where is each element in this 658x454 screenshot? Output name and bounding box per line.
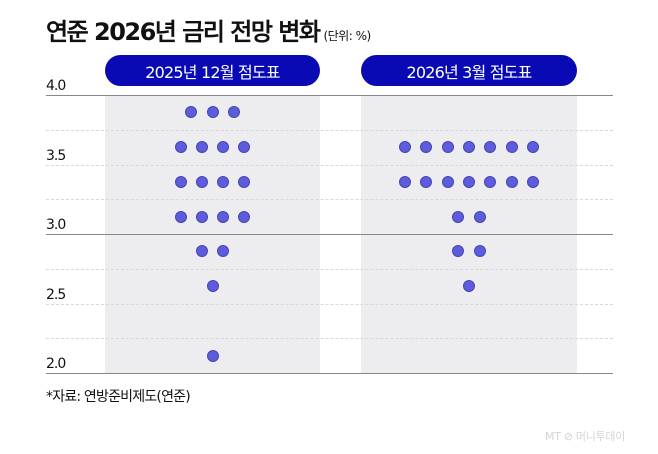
source-note: *자료: 연방준비제도(연준) (46, 389, 191, 405)
dot-marker (441, 141, 454, 154)
dot-marker (227, 106, 240, 119)
chart-title-text: 연준 2026년 금리 전망 변화 (46, 18, 321, 46)
dot-marker (452, 210, 465, 223)
dot-marker (217, 141, 230, 154)
dot-marker (399, 141, 412, 154)
dot-marker (206, 349, 219, 362)
gridline (46, 338, 613, 339)
dot-marker (195, 245, 208, 258)
dot-marker (473, 245, 486, 258)
axis-line-2-0 (46, 373, 613, 374)
axis-line-3-0 (46, 234, 613, 235)
axis-line-4-0 (46, 95, 613, 96)
dot-marker (238, 141, 251, 154)
dot-marker (217, 175, 230, 188)
dot-marker (463, 280, 475, 293)
dot-marker (195, 175, 208, 188)
dot-marker (473, 210, 486, 223)
dot-marker (463, 141, 475, 154)
y-label-3-5: 3.5 (46, 148, 66, 164)
dot-marker (452, 245, 465, 258)
dot-marker (526, 175, 539, 188)
dot-marker (505, 175, 518, 188)
gridline (46, 165, 613, 166)
dot-marker (238, 210, 251, 223)
gridline (46, 269, 613, 270)
dot-marker (174, 175, 187, 188)
dot-marker (174, 210, 187, 223)
y-label-2-5: 2.5 (46, 287, 66, 303)
dot-marker (185, 106, 198, 119)
gridline (46, 304, 613, 305)
unit-label: (단위: %) (323, 29, 371, 43)
publisher-logo: MT ⊘ 머니투데이 (545, 430, 626, 443)
dot-marker (420, 175, 433, 188)
dot-marker (217, 245, 230, 258)
dot-marker (420, 141, 433, 154)
y-label-3-0: 3.0 (46, 217, 66, 233)
dot-marker (399, 175, 412, 188)
dot-marker (484, 175, 497, 188)
dot-marker (174, 141, 187, 154)
y-label-2-0: 2.0 (46, 356, 66, 372)
dot-marker (505, 141, 518, 154)
dot-marker (195, 141, 208, 154)
dot-marker (195, 210, 208, 223)
panel-label-mar-2026: 2026년 3월 점도표 (361, 55, 577, 86)
chart-title: 연준 2026년 금리 전망 변화 (단위: %) (46, 12, 371, 47)
dot-marker (463, 175, 475, 188)
dot-marker (206, 106, 219, 119)
panel-label-dec-2025: 2025년 12월 점도표 (105, 55, 320, 86)
dot-marker (206, 280, 219, 293)
dot-marker (441, 175, 454, 188)
dot-marker (484, 141, 497, 154)
dot-marker (526, 141, 539, 154)
gridline (46, 199, 613, 200)
gridline (46, 130, 613, 131)
dot-marker (238, 175, 251, 188)
dot-marker (217, 210, 230, 223)
y-label-4-0: 4.0 (46, 78, 66, 94)
